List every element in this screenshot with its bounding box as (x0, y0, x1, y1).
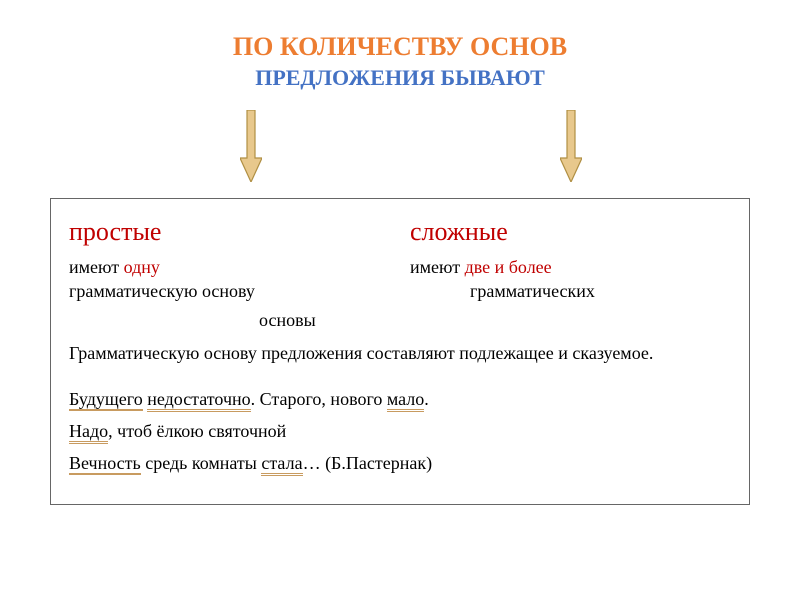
text: . (424, 389, 429, 409)
columns: простые имеют одну грамматическую основу… (69, 213, 731, 303)
arrows-row (50, 110, 750, 190)
predicate-underline: Надо (69, 421, 108, 444)
text: , чтоб ёлкою святочной (108, 421, 286, 441)
desc-simple: имеют одну (69, 255, 390, 279)
emphasis: две и более (465, 257, 552, 277)
column-simple: простые имеют одну грамматическую основу (69, 213, 400, 303)
emphasis: одну (124, 257, 160, 277)
example-line-2: Надо, чтоб ёлкою святочной (69, 418, 731, 444)
heading-complex: сложные (410, 213, 731, 251)
subject-underline: Будущего (69, 389, 143, 411)
slide-title: ПО КОЛИЧЕСТВУ ОСНОВ ПРЕДЛОЖЕНИЯ БЫВАЮТ (50, 30, 750, 92)
title-line-2: ПРЕДЛОЖЕНИЯ БЫВАЮТ (50, 64, 750, 93)
example-line-1: Будущего недостаточно. Старого, нового м… (69, 386, 731, 412)
title-line-1: ПО КОЛИЧЕСТВУ ОСНОВ (50, 30, 750, 64)
text: . Старого, нового (251, 389, 387, 409)
content-box: простые имеют одну грамматическую основу… (50, 198, 750, 505)
desc-complex: имеют две и более (410, 255, 731, 279)
desc-complex-2: грамматических (410, 279, 731, 303)
subject-underline: Вечность (69, 453, 141, 475)
desc-simple-2: грамматическую основу (69, 279, 390, 303)
arrow-down-icon (240, 110, 262, 187)
heading-simple: простые (69, 213, 390, 251)
predicate-underline: мало (387, 389, 424, 412)
text: средь комнаты (141, 453, 262, 473)
author: (Б.Пастернак) (325, 453, 432, 473)
rule-line: Грамматическую основу предложения состав… (69, 340, 731, 366)
text: имеют (69, 257, 124, 277)
predicate-underline: недостаточно (147, 389, 250, 412)
text: имеют (410, 257, 465, 277)
column-complex: сложные имеют две и более грамматических (400, 213, 731, 303)
predicate-underline: стала (261, 453, 302, 476)
example-line-3: Вечность средь комнаты стала… (Б.Пастерн… (69, 450, 731, 476)
indent-word: основы (69, 308, 731, 332)
slide: ПО КОЛИЧЕСТВУ ОСНОВ ПРЕДЛОЖЕНИЯ БЫВАЮТ п… (0, 0, 800, 535)
text: … (303, 453, 326, 473)
arrow-down-icon (560, 110, 582, 187)
